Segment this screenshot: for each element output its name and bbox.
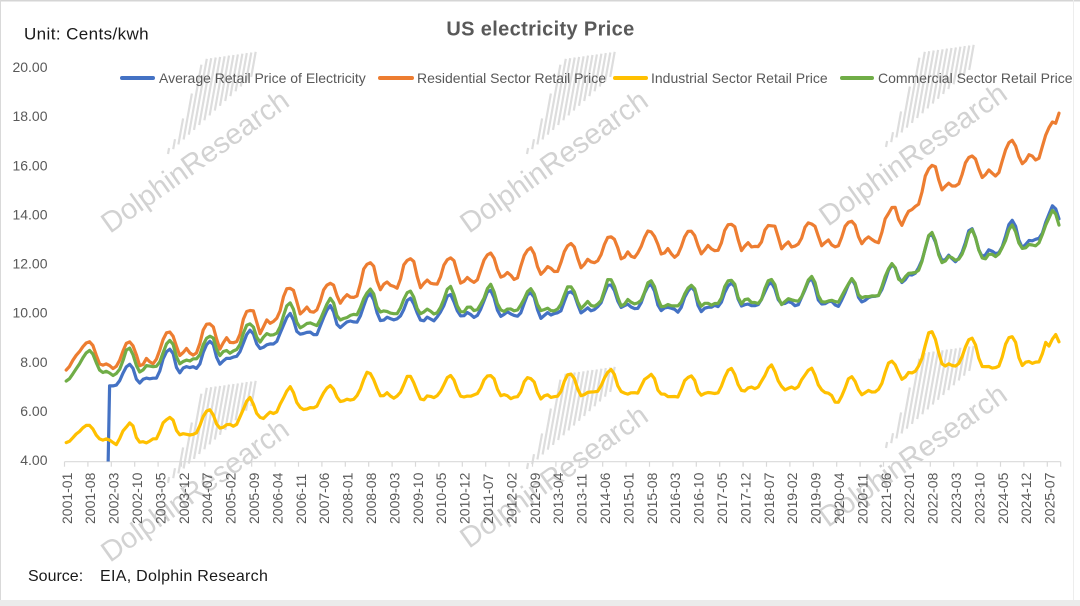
svg-text:6.00: 6.00 (20, 403, 47, 419)
svg-text:Commercial Sector Retail Price: Commercial Sector Retail Price (878, 70, 1073, 86)
svg-text:2001-08: 2001-08 (82, 472, 98, 524)
svg-text:2003-05: 2003-05 (152, 472, 168, 524)
svg-text:2022-08: 2022-08 (925, 472, 941, 524)
svg-text:2023-03: 2023-03 (948, 472, 964, 524)
svg-text:16.00: 16.00 (12, 157, 47, 173)
svg-text:2010-12: 2010-12 (457, 472, 473, 524)
svg-text:2009-10: 2009-10 (410, 472, 426, 524)
svg-text:2013-04: 2013-04 (550, 472, 566, 524)
svg-text:2005-09: 2005-09 (246, 472, 262, 524)
svg-text:2013-11: 2013-11 (574, 473, 590, 524)
svg-text:2019-09: 2019-09 (808, 472, 824, 524)
svg-text:2006-11: 2006-11 (293, 473, 309, 524)
svg-text:2024-12: 2024-12 (1018, 472, 1034, 524)
svg-text:2021-06: 2021-06 (878, 472, 894, 524)
svg-text:Residential Sector Retail Pric: Residential Sector Retail Price (417, 70, 606, 86)
svg-text:US electricity Price: US electricity Price (446, 19, 634, 41)
svg-text:2015-08: 2015-08 (644, 472, 660, 524)
svg-text:2016-10: 2016-10 (691, 472, 707, 524)
svg-text:18.00: 18.00 (12, 108, 47, 124)
svg-text:2022-01: 2022-01 (901, 472, 917, 524)
svg-text:2001-01: 2001-01 (59, 472, 75, 524)
svg-text:2009-03: 2009-03 (386, 472, 402, 524)
svg-text:2025-07: 2025-07 (1042, 472, 1058, 524)
svg-text:2023-10: 2023-10 (971, 472, 987, 524)
svg-text:Source:: Source: (28, 568, 83, 585)
svg-text:2012-02: 2012-02 (503, 472, 519, 524)
svg-text:EIA, Dolphin Research: EIA, Dolphin Research (100, 568, 268, 585)
svg-text:2003-12: 2003-12 (176, 472, 192, 524)
svg-text:2002-10: 2002-10 (129, 472, 145, 524)
svg-text:20.00: 20.00 (12, 59, 47, 75)
svg-text:2008-08: 2008-08 (363, 472, 379, 524)
svg-text:2017-05: 2017-05 (714, 472, 730, 524)
svg-text:2020-11: 2020-11 (854, 473, 870, 524)
svg-text:12.00: 12.00 (12, 256, 47, 272)
svg-text:Unit: Cents/kwh: Unit: Cents/kwh (24, 25, 149, 44)
svg-text:Industrial Sector Retail Price: Industrial Sector Retail Price (651, 70, 828, 86)
svg-text:2007-06: 2007-06 (316, 472, 332, 524)
svg-text:2017-12: 2017-12 (737, 472, 753, 524)
svg-text:Average Retail Price of Electr: Average Retail Price of Electricity (159, 70, 366, 86)
svg-text:2002-03: 2002-03 (106, 472, 122, 524)
svg-text:2005-02: 2005-02 (223, 472, 239, 524)
svg-text:2011-07: 2011-07 (480, 473, 496, 524)
svg-text:2019-02: 2019-02 (784, 472, 800, 524)
svg-text:2006-04: 2006-04 (269, 472, 285, 524)
svg-text:2016-03: 2016-03 (667, 472, 683, 524)
svg-text:2015-01: 2015-01 (620, 472, 636, 524)
svg-text:2020-04: 2020-04 (831, 472, 847, 524)
svg-text:2018-07: 2018-07 (761, 472, 777, 524)
svg-text:2004-07: 2004-07 (199, 472, 215, 524)
svg-text:4.00: 4.00 (20, 452, 47, 468)
svg-text:2014-06: 2014-06 (597, 472, 613, 524)
svg-text:14.00: 14.00 (12, 206, 47, 222)
svg-text:2024-05: 2024-05 (995, 472, 1011, 524)
svg-text:8.00: 8.00 (20, 354, 47, 370)
svg-text:2010-05: 2010-05 (433, 472, 449, 524)
svg-text:10.00: 10.00 (12, 305, 47, 321)
svg-text:2008-01: 2008-01 (340, 472, 356, 524)
svg-text:2012-09: 2012-09 (527, 472, 543, 524)
